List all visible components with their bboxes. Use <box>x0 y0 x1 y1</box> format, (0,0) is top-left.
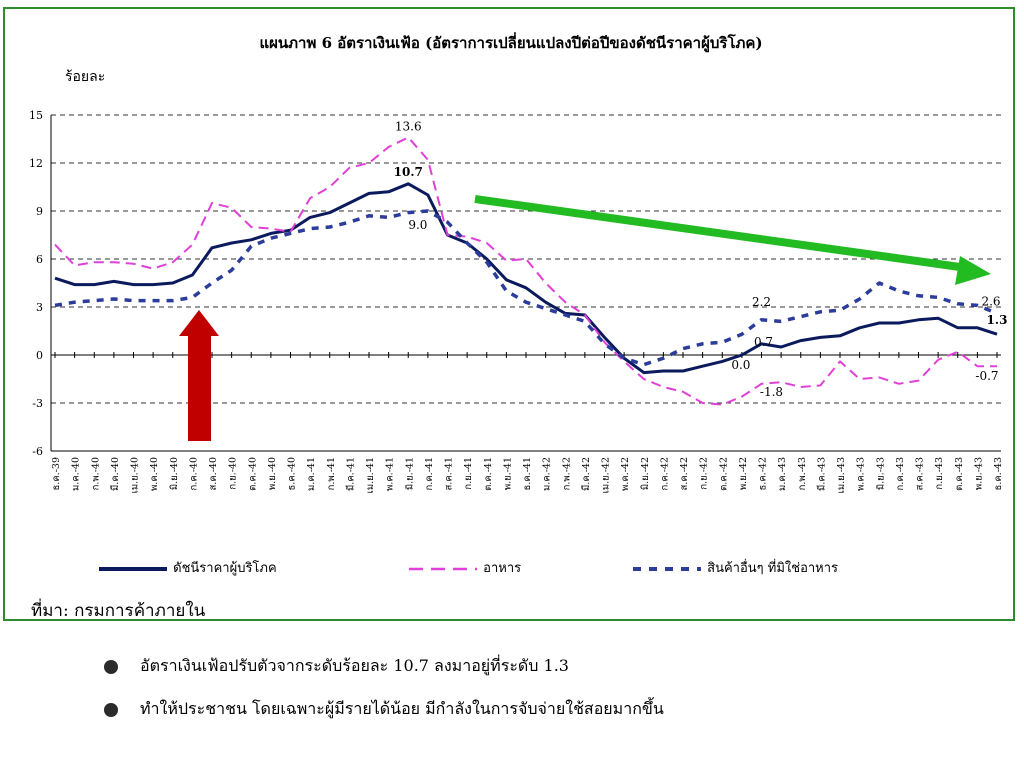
y-tick-label: -6 <box>32 445 43 458</box>
x-tick-label: ม.ค.-42 <box>542 457 553 491</box>
green-trend-arrow-shaft <box>474 195 968 272</box>
x-tick-label: พ.ค.-43 <box>856 457 867 491</box>
x-tick-label: มิ.ย.-43 <box>875 457 886 490</box>
data-label: -1.8 <box>760 385 783 399</box>
legend-food: อาหาร <box>407 557 521 578</box>
x-tick-label: ก.พ.-41 <box>326 457 337 490</box>
data-label: -0.7 <box>975 369 998 383</box>
x-tick-label: พ.ค.-42 <box>620 457 631 491</box>
x-tick-label: เม.ย.-41 <box>365 457 376 493</box>
x-tick-label: ม.ค.-43 <box>777 457 788 491</box>
legend-cpi: ดัชนีราคาผู้บริโภค <box>97 557 277 578</box>
bullet-dot-icon <box>104 702 118 717</box>
data-label: 10.7 <box>394 165 423 179</box>
x-tick-label: ธ.ค.-42 <box>758 457 769 491</box>
series-line-food <box>54 136 997 406</box>
x-tick-label: ก.ย.-41 <box>463 457 474 490</box>
x-tick-label: พ.ค.-40 <box>149 457 160 491</box>
y-tick-label: 12 <box>29 157 43 170</box>
x-tick-label: มี.ค.-40 <box>109 457 121 491</box>
green-trend-arrow-head-icon <box>955 256 991 285</box>
chart-frame: 15 12 9 6 3 0 -3 -6 ธ.ค.-39 ม.ค.-40 ก.พ.-40 มี.ค.-4… <box>3 7 1015 621</box>
bullet-list: อัตราเงินเฟ้อปรับตัวจากระดับร้อยละ 10.7 … <box>104 654 1004 740</box>
series-line-nonfood <box>54 209 998 367</box>
bullet-text: อัตราเงินเฟ้อปรับตัวจากระดับร้อยละ 10.7 … <box>140 656 569 675</box>
x-tick-label: ก.ย.-42 <box>699 457 710 490</box>
x-tick-label: เม.ย.-43 <box>836 457 847 493</box>
y-tick-label: -3 <box>32 397 43 410</box>
y-axis-label: ร้อยละ <box>65 69 106 85</box>
series-line-cpi <box>54 182 998 375</box>
x-tick-label: ต.ค.-41 <box>483 457 494 491</box>
x-tick-label: ธ.ค.-41 <box>522 457 533 491</box>
x-tick-label: ก.ค.-43 <box>895 457 906 490</box>
legend-food-label: อาหาร <box>483 561 522 576</box>
x-tick-label: ต.ค.-43 <box>954 457 965 491</box>
data-label: 9.0 <box>408 218 427 232</box>
inflation-chart: 15 12 9 6 3 0 -3 -6 ธ.ค.-39 ม.ค.-40 ก.พ.-40 มี.ค.-4… <box>29 109 1008 493</box>
data-label: 0.0 <box>731 358 750 372</box>
x-tick-label: เม.ย.-42 <box>601 457 612 493</box>
legend-nonfood-label: สินค้าอื่นๆ ที่มิใช่อาหาร <box>707 561 839 576</box>
x-tick-label: ส.ค.-43 <box>915 457 926 491</box>
x-tick-label: พ.ย.-43 <box>973 457 984 490</box>
x-tick-label: ต.ค.-40 <box>247 457 258 491</box>
x-tick-label: ส.ค.-41 <box>444 457 455 491</box>
x-tick-label: พ.ย.-40 <box>267 457 278 490</box>
x-tick-label: ม.ค.-40 <box>71 457 82 491</box>
legend-cpi-label: ดัชนีราคาผู้บริโภค <box>173 561 277 576</box>
legend-cpi-line <box>99 566 167 571</box>
x-tick-label: ก.ค.-40 <box>188 457 199 490</box>
x-tick-label: ธ.ค.-43 <box>993 457 1004 491</box>
bullet-text: ทำให้ประชาชน โดยเฉพาะผู้มีรายได้น้อย มีก… <box>140 699 664 718</box>
bullet-item: อัตราเงินเฟ้อปรับตัวจากระดับร้อยละ 10.7 … <box>104 654 1004 679</box>
x-tick-label: ม.ค.-41 <box>306 457 317 491</box>
y-tick-label: 9 <box>36 205 43 218</box>
x-tick-label: เม.ย.-40 <box>130 457 141 493</box>
data-label: 13.6 <box>395 119 422 133</box>
x-tick-label: ก.ย.-40 <box>228 457 239 490</box>
source-note: ที่มา: กรมการค้าภายใน <box>31 601 206 621</box>
x-tick-label: ก.ค.-42 <box>659 457 670 490</box>
x-tick-label: มี.ค.-41 <box>344 457 356 491</box>
x-tick-label: ก.ค.-41 <box>424 457 435 490</box>
x-tick-label: มิ.ย.-40 <box>169 457 180 490</box>
x-tick-label: มิ.ย.-41 <box>404 457 415 490</box>
legend-nonfood: สินค้าอื่นๆ ที่มิใช่อาหาร <box>631 557 838 578</box>
x-tick-label: ส.ค.-40 <box>208 457 219 491</box>
x-tick-label: ก.พ.-43 <box>797 457 808 490</box>
x-tick-label: มี.ค.-42 <box>580 457 592 491</box>
y-tick-label: 15 <box>29 109 43 122</box>
data-label: 0.7 <box>754 335 773 349</box>
data-label: 1.3 <box>987 313 1008 327</box>
data-label: 2.6 <box>981 294 1000 308</box>
legend-food-line <box>409 567 477 570</box>
legend-nonfood-line <box>633 566 701 571</box>
y-tick-label: 6 <box>36 253 43 266</box>
y-tick-label: 0 <box>36 349 43 362</box>
x-tick-label: ก.พ.-42 <box>561 457 572 490</box>
x-tick-label: พ.ย.-41 <box>502 457 513 490</box>
red-up-arrow-icon <box>179 310 219 441</box>
x-tick-label: มิ.ย.-42 <box>640 457 651 490</box>
x-tick-label: ส.ค.-42 <box>679 457 690 491</box>
y-tick-label: 3 <box>36 301 43 314</box>
x-tick-label: ธ.ค.-39 <box>51 457 62 491</box>
x-tick-label: พ.ย.-42 <box>738 457 749 490</box>
bullet-dot-icon <box>104 659 118 674</box>
x-tick-label: มี.ค.-43 <box>815 457 827 491</box>
x-tick-label: ก.พ.-40 <box>90 457 101 490</box>
x-tick-label: ก.ย.-43 <box>934 457 945 490</box>
chart-title: แผนภาพ 6 อัตราเงินเฟ้อ (อัตราการเปลี่ยนแ… <box>259 34 763 52</box>
data-label: 2.2 <box>752 295 771 309</box>
x-tick-label: ต.ค.-42 <box>718 457 729 491</box>
x-tick-label: ธ.ค.-40 <box>287 457 298 491</box>
x-tick-label: พ.ค.-41 <box>385 457 396 491</box>
bullet-item: ทำให้ประชาชน โดยเฉพาะผู้มีรายได้น้อย มีก… <box>104 697 1004 722</box>
